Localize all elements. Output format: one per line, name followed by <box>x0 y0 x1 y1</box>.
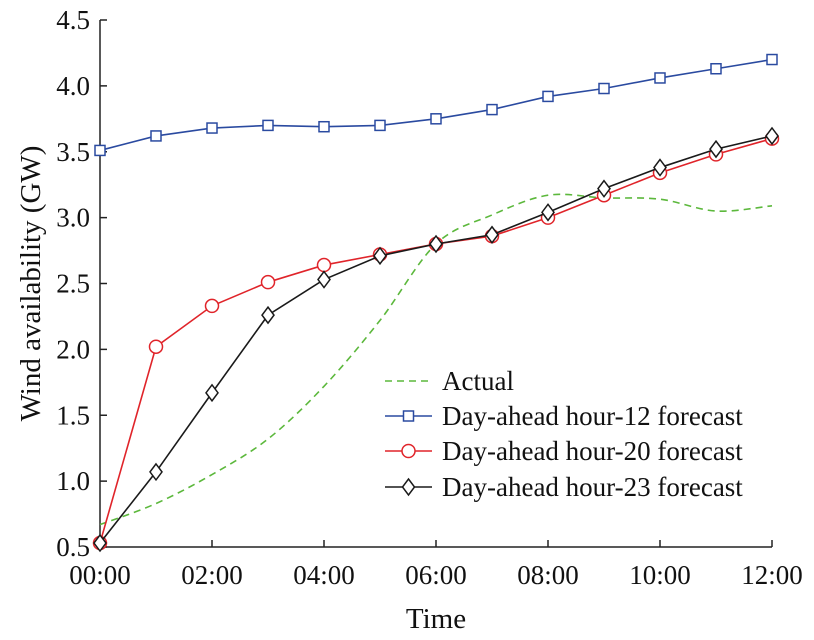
data-point-hour-12-forecast <box>94 144 106 157</box>
x-tick-label: 02:00 <box>181 560 243 590</box>
data-point-hour-20-forecast <box>204 298 220 314</box>
series-line-hour-12-forecast <box>99 58 773 152</box>
data-point-hour-12-forecast <box>710 62 722 75</box>
legend-label: Day-ahead hour-12 forecast <box>442 401 743 431</box>
series-line-actual <box>99 193 773 526</box>
legend-label: Day-ahead hour-23 forecast <box>442 472 743 502</box>
data-point-hour-12-forecast <box>150 130 162 142</box>
data-point-hour-23-forecast <box>149 462 163 482</box>
y-tick-label: 4.0 <box>56 71 90 101</box>
y-axis-title: Wind availability (GW) <box>15 146 47 422</box>
data-point-hour-23-forecast <box>93 533 107 553</box>
data-point-hour-12-forecast <box>654 72 666 84</box>
x-tick-label: 00:00 <box>69 560 131 590</box>
data-point-hour-20-forecast <box>260 274 276 290</box>
x-tick-label: 08:00 <box>517 560 579 590</box>
legend-item-actual: Actual <box>385 366 514 396</box>
legend-label: Actual <box>442 366 514 396</box>
data-point-hour-12-forecast <box>206 122 218 134</box>
x-tick-label: 12:00 <box>741 560 803 590</box>
data-point-hour-20-forecast <box>148 339 164 354</box>
x-axis-ticks: 00:00 02:00 04:00 06:00 08:00 10:00 12:00 <box>69 540 803 590</box>
y-tick-label: 1.5 <box>56 400 90 430</box>
y-tick-label: 0.5 <box>56 532 90 562</box>
x-tick-label: 04:00 <box>293 560 355 590</box>
data-point-hour-23-forecast <box>317 270 331 289</box>
data-point-hour-12-forecast <box>598 82 610 95</box>
y-tick-label: 3.5 <box>56 137 90 167</box>
data-point-hour-23-forecast <box>765 126 779 146</box>
data-point-hour-23-forecast <box>205 383 219 403</box>
data-point-hour-20-forecast <box>316 257 332 273</box>
axes <box>99 20 772 548</box>
y-tick-label: 3.0 <box>56 203 90 233</box>
data-point-hour-23-forecast <box>597 179 611 198</box>
y-tick-label: 1.0 <box>56 466 90 496</box>
series-layer <box>92 53 780 553</box>
data-point-hour-23-forecast <box>373 246 387 266</box>
data-point-hour-23-forecast <box>429 234 443 254</box>
legend-swatch-marker <box>401 477 416 497</box>
legend-item-hour-20-forecast: Day-ahead hour-20 forecast <box>385 436 743 466</box>
legend-swatch-marker <box>401 443 416 459</box>
data-point-hour-12-forecast <box>262 119 274 132</box>
data-point-hour-12-forecast <box>374 119 386 132</box>
legend-label: Day-ahead hour-20 forecast <box>442 436 743 466</box>
data-point-hour-23-forecast <box>485 225 499 245</box>
x-tick-label: 10:00 <box>629 560 691 590</box>
legend-item-hour-12-forecast: Day-ahead hour-12 forecast <box>385 401 743 431</box>
data-point-hour-23-forecast <box>653 158 667 177</box>
data-point-hour-12-forecast <box>430 113 442 125</box>
x-axis-title: Time <box>406 603 466 635</box>
legend-swatch-marker <box>402 410 415 422</box>
data-point-hour-23-forecast <box>541 203 555 222</box>
y-tick-label: 2.5 <box>56 269 90 299</box>
series-hour-23-forecast <box>93 126 779 553</box>
series-actual <box>99 193 773 526</box>
y-tick-label: 2.0 <box>56 334 90 364</box>
data-point-hour-23-forecast <box>261 305 275 325</box>
x-tick-label: 06:00 <box>405 560 467 590</box>
legend-item-hour-23-forecast: Day-ahead hour-23 forecast <box>385 472 743 502</box>
y-tick-label: 4.5 <box>56 5 90 35</box>
data-point-hour-12-forecast <box>542 90 554 103</box>
y-axis-ticks: 0.5 1.0 1.5 2.0 2.5 3.0 3.5 4.0 4.5 <box>56 5 107 562</box>
data-point-hour-12-forecast <box>486 103 498 116</box>
data-point-hour-12-forecast <box>766 53 778 66</box>
legend: Actual Day-ahead hour-12 forecast Day-ahea… <box>385 366 743 502</box>
data-point-hour-12-forecast <box>318 120 330 133</box>
data-point-hour-23-forecast <box>709 139 723 159</box>
series-hour-12-forecast <box>94 53 778 157</box>
